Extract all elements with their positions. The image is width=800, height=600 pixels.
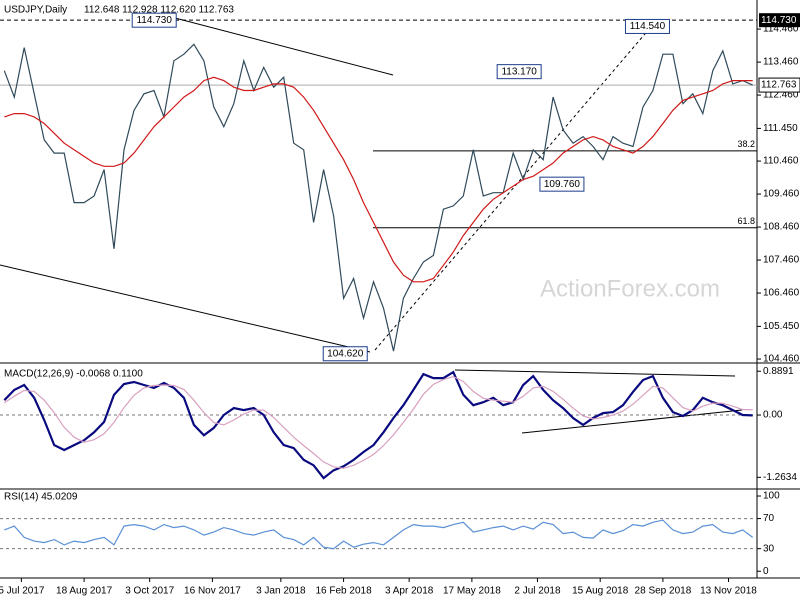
high-label: 114.730 (761, 15, 797, 26)
x-tick-label: 17 May 2018 (443, 586, 501, 597)
y-tick-label: 114.460 (763, 24, 799, 35)
y-tick-label: 0.8891 (763, 366, 794, 377)
annotation-box (539, 176, 585, 192)
series-line (3, 43, 753, 352)
y-tick-label: 70 (763, 513, 775, 524)
x-tick-label: 15 Aug 2018 (572, 586, 629, 597)
macd-title: MACD(12,26,9) -0.0068 0.1100 (4, 369, 143, 380)
y-tick-label: 100 (763, 491, 780, 502)
x-tick-label: 3 Apr 2018 (385, 586, 434, 597)
x-tick-label: 28 Sep 2018 (635, 586, 692, 597)
trendline (174, 17, 394, 76)
y-tick-label: 30 (763, 543, 775, 554)
ohlc-info: 112.648 112.928 112.620 112.763 (84, 5, 234, 16)
y-tick-label: 105.450 (763, 321, 800, 332)
annotation-box (624, 18, 670, 34)
annotation-label: 109.760 (544, 179, 581, 190)
y-tick-label: 113.460 (763, 57, 799, 68)
annotation-box (131, 12, 177, 28)
x-tick-label: 18 Aug 2017 (56, 586, 113, 597)
trendline (454, 369, 736, 377)
y-tick-label: 110.460 (763, 156, 799, 167)
series-line (3, 375, 753, 469)
annotation-label: 104.620 (327, 348, 364, 359)
last-price-box (758, 77, 800, 93)
series-line (3, 370, 753, 480)
trendline (374, 27, 651, 351)
watermark: ActionForex.com (540, 275, 720, 302)
y-tick-label: 107.460 (763, 255, 800, 266)
x-tick-label: 3 Jan 2018 (256, 586, 306, 597)
trendline (0, 264, 371, 353)
y-tick-label: 111.450 (763, 123, 798, 134)
trendline (521, 409, 743, 434)
annotation-label: 114.540 (630, 21, 666, 32)
x-tick-label: 13 Nov 2018 (700, 586, 757, 597)
x-tick-label: 2 Jul 2018 (514, 586, 561, 597)
x-tick-label: 16 Feb 2018 (315, 586, 372, 597)
x-tick-label: 5 Jul 2017 (0, 586, 45, 597)
y-tick-label: 0.00 (763, 410, 783, 421)
annotation-box (496, 64, 542, 80)
x-tick-label: 3 Oct 2017 (125, 586, 174, 597)
series-line (4, 76, 753, 283)
chart-title: USDJPY,Daily (4, 5, 67, 16)
y-tick-label: 108.460 (763, 222, 800, 233)
last-price-label: 112.763 (761, 80, 797, 91)
fib-label: 61.8 (737, 216, 755, 226)
annotation-label: 114.730 (136, 15, 172, 26)
fib-label: 38.2 (737, 139, 755, 149)
x-tick-label: 16 Nov 2017 (184, 586, 241, 597)
series-line (4, 519, 754, 550)
rsi-title: RSI(14) 45.0209 (4, 492, 78, 503)
y-tick-label: 112.460 (763, 90, 799, 101)
high-label-box (759, 13, 800, 28)
y-tick-label: 109.460 (763, 189, 800, 200)
y-tick-label: 0 (763, 566, 769, 577)
y-tick-label: 104.460 (763, 354, 800, 365)
annotation-box (322, 346, 368, 362)
y-tick-label: 106.460 (763, 288, 800, 299)
y-tick-label: -1.2634 (763, 472, 797, 483)
annotation-label: 113.170 (501, 66, 537, 77)
